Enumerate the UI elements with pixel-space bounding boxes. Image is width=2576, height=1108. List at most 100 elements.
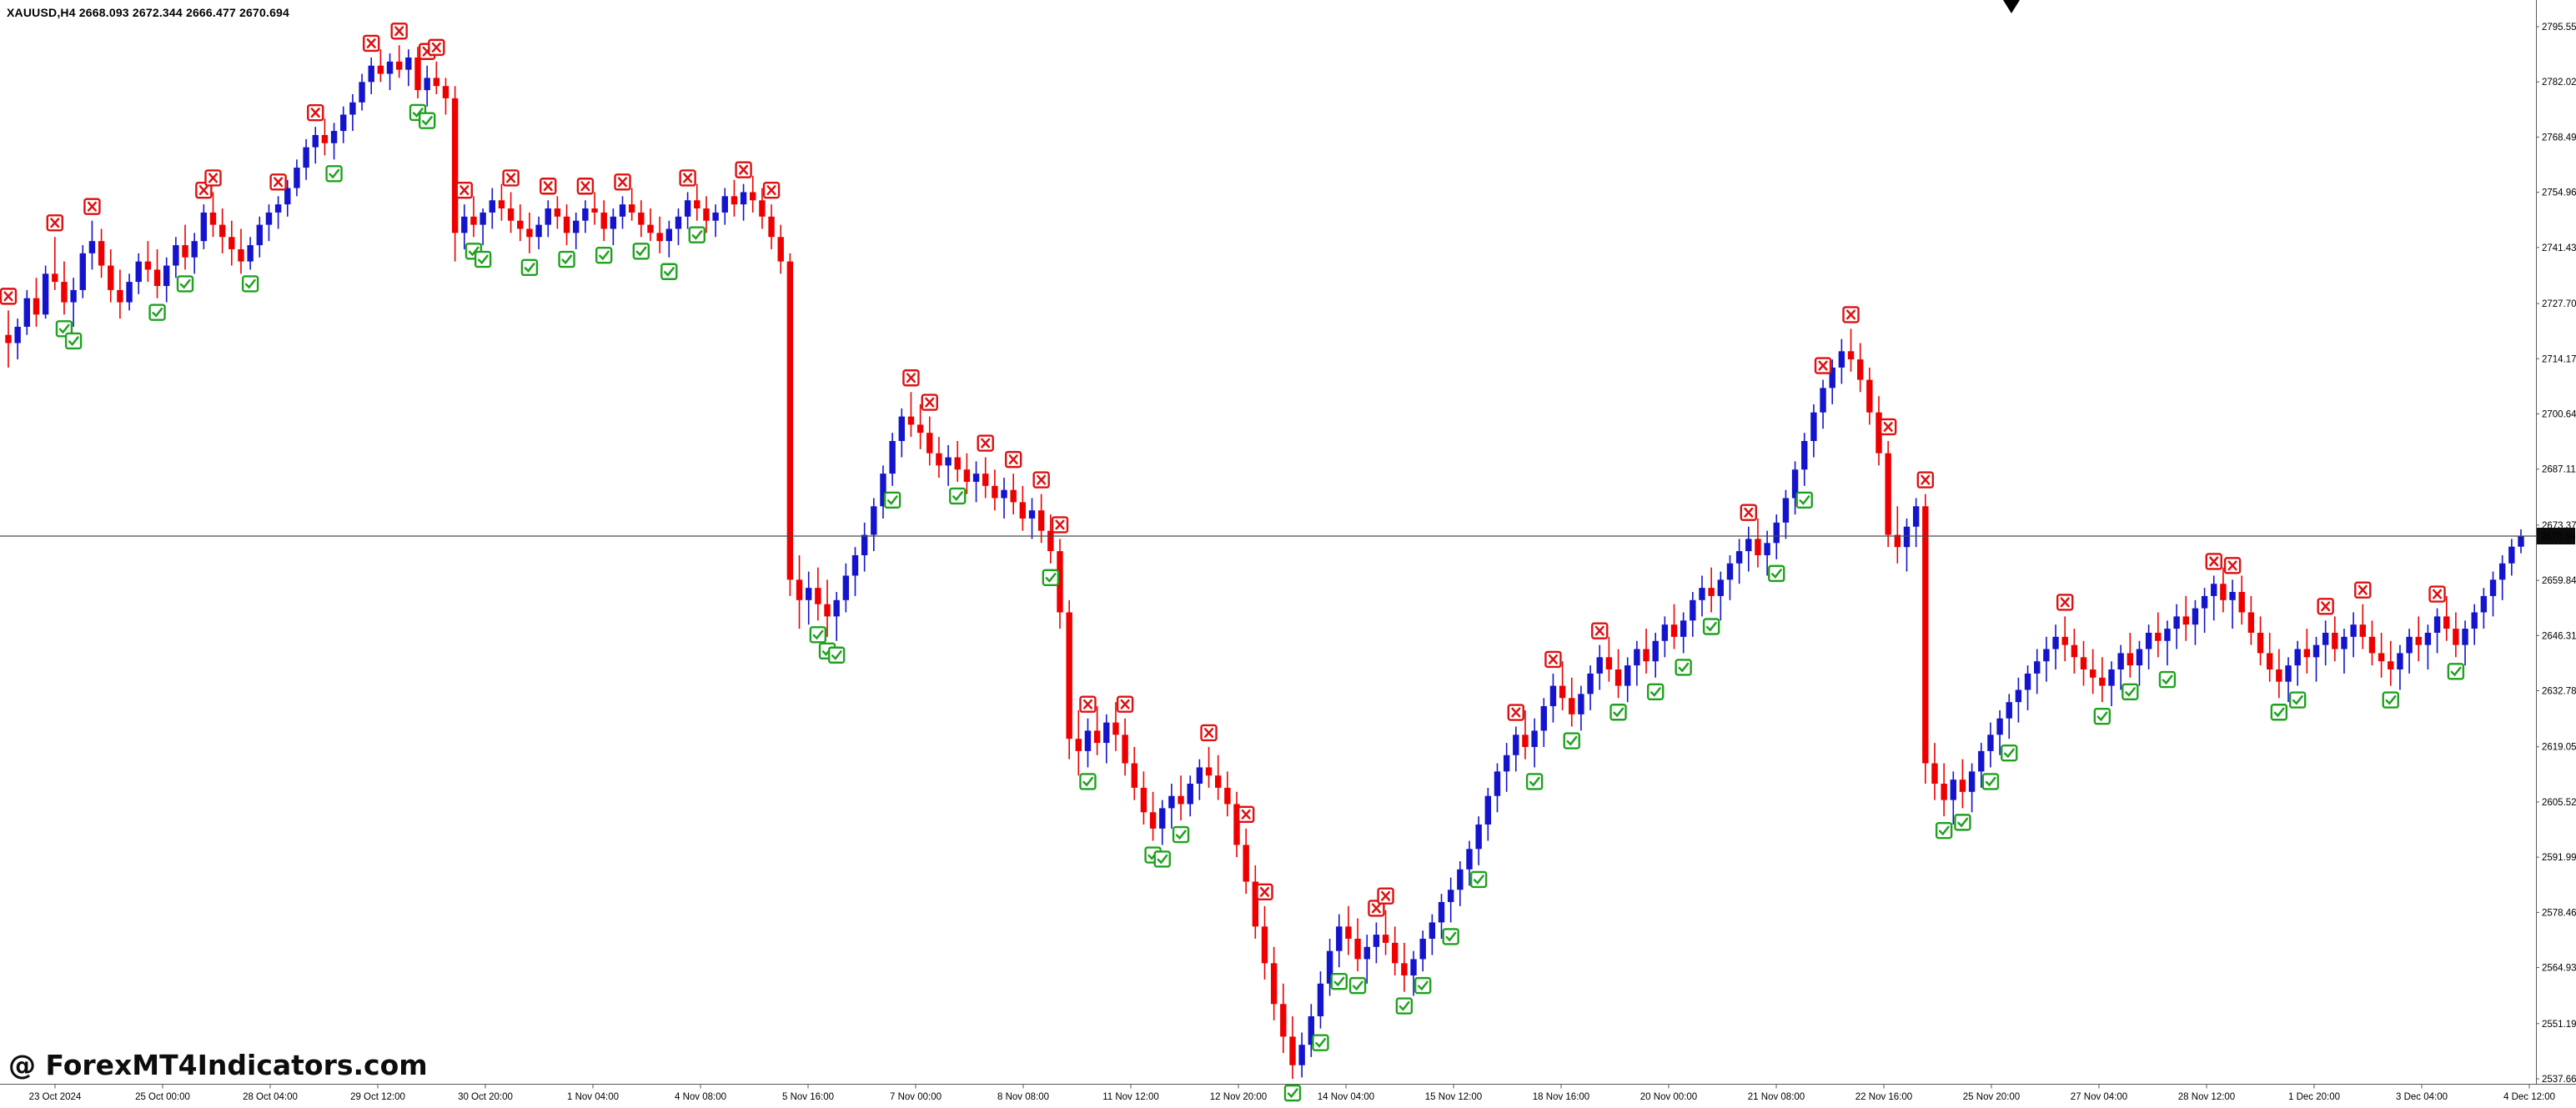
- buy-signal-icon: [1312, 1034, 1329, 1051]
- cross-glyph: [198, 185, 208, 196]
- candle-body: [684, 200, 691, 217]
- check-glyph: [1473, 875, 1484, 885]
- buy-signal-icon: [1768, 564, 1785, 583]
- candle-body: [638, 212, 645, 225]
- buy-signal-box: [1609, 704, 1627, 721]
- check-glyph: [1938, 825, 1950, 836]
- candle-body: [1075, 739, 1082, 751]
- candle-body: [1037, 510, 1045, 531]
- sell-signal-icon: [204, 169, 222, 187]
- buy-signal-box: [1153, 850, 1171, 868]
- buy-signal-icon: [176, 275, 194, 293]
- candle-body: [1001, 489, 1007, 499]
- check-glyph: [1799, 495, 1810, 505]
- buy-signal-icon: [1079, 773, 1097, 790]
- buy-signal-icon: [1395, 997, 1414, 1015]
- candle-body: [1336, 926, 1343, 951]
- cross-glyph: [1371, 903, 1381, 914]
- candle-body: [1531, 730, 1538, 747]
- buy-signal-box: [1563, 732, 1580, 750]
- buy-signal-icon: [474, 250, 492, 268]
- candle-body: [954, 457, 961, 470]
- sell-signal-icon: [502, 169, 520, 187]
- candle-body: [731, 196, 738, 205]
- price-tick-label: 2564.930: [2542, 964, 2576, 974]
- time-tick-label: 20 Nov 00:00: [1640, 1092, 1697, 1102]
- candle-body: [173, 245, 179, 266]
- time-tick-label: 25 Nov 20:00: [1963, 1092, 2020, 1102]
- candle-body: [1270, 963, 1278, 1005]
- candle-body: [1178, 795, 1184, 805]
- candle-body: [2332, 632, 2338, 649]
- candle-body: [2433, 616, 2441, 633]
- check-glyph: [2162, 674, 2173, 685]
- candle-body: [1829, 367, 1835, 389]
- candle-body: [395, 61, 403, 70]
- candle-body: [2350, 624, 2357, 637]
- candle-body: [2322, 632, 2329, 645]
- candle-body: [1801, 440, 1808, 470]
- candle-body: [1103, 722, 1110, 744]
- candle-body: [1735, 551, 1743, 564]
- candle-body: [1773, 522, 1780, 544]
- candle-body: [1122, 734, 1128, 764]
- candle-body: [945, 457, 952, 466]
- candle-body: [33, 298, 40, 315]
- candle-body: [563, 216, 570, 233]
- candle-body: [2397, 653, 2403, 670]
- time-tick-label: 7 Nov 00:00: [890, 1092, 942, 1102]
- candle-body: [554, 208, 561, 217]
- candle-body: [2080, 657, 2087, 670]
- check-glyph: [1333, 976, 1345, 987]
- time-tick-label: 14 Nov 04:00: [1318, 1092, 1374, 1102]
- candle-body: [153, 269, 161, 287]
- buy-signal-box: [949, 487, 967, 505]
- candle-body: [126, 282, 133, 303]
- candle-body: [247, 245, 254, 262]
- candle-body: [470, 216, 477, 225]
- sell-signal-icon: [1051, 516, 1069, 534]
- time-tick-label: 18 Nov 16:00: [1533, 1092, 1589, 1102]
- buy-signal-box: [1348, 976, 1367, 995]
- price-tick-label: 2727.700: [2542, 299, 2576, 309]
- candle-body: [889, 440, 896, 474]
- time-tick-label: 5 Nov 16:00: [782, 1092, 834, 1102]
- buy-signal-box: [64, 332, 83, 350]
- candle-body: [461, 216, 468, 233]
- buy-signal-box: [632, 243, 650, 260]
- candle-body: [526, 228, 533, 238]
- candle-body: [1205, 767, 1213, 776]
- candle-body: [265, 212, 273, 225]
- sell-signal-icon: [269, 173, 287, 191]
- sell-signal-icon: [762, 181, 781, 199]
- cross-glyph: [1259, 886, 1270, 897]
- candle-body: [591, 208, 598, 213]
- candle-body: [2145, 632, 2152, 649]
- candle-body: [1596, 657, 1603, 674]
- sell-signal-icon: [735, 161, 752, 178]
- sell-signal-icon: [540, 178, 557, 195]
- sell-signal-icon: [46, 214, 63, 232]
- candle-body: [330, 131, 338, 143]
- candle-body: [1484, 795, 1492, 825]
- candle-body: [70, 289, 77, 303]
- cross-glyph: [739, 164, 749, 175]
- candle-body: [1866, 379, 1873, 413]
- check-glyph: [58, 323, 70, 334]
- cross-glyph: [366, 38, 376, 48]
- sell-signal-icon: [1256, 883, 1273, 901]
- chart-top-marker-icon: [2003, 0, 2020, 13]
- check-glyph: [244, 278, 256, 289]
- check-glyph: [1613, 707, 1624, 718]
- candle-body: [1764, 543, 1770, 555]
- cross-glyph: [3, 291, 13, 302]
- cross-glyph: [208, 173, 218, 183]
- candle-body: [2276, 669, 2282, 682]
- sell-signal-icon: [1544, 650, 1562, 669]
- candle-body: [610, 216, 617, 229]
- candle-body: [349, 102, 356, 115]
- candle-body: [1652, 640, 1659, 662]
- candle-body: [2341, 636, 2348, 649]
- candle-body: [209, 212, 217, 225]
